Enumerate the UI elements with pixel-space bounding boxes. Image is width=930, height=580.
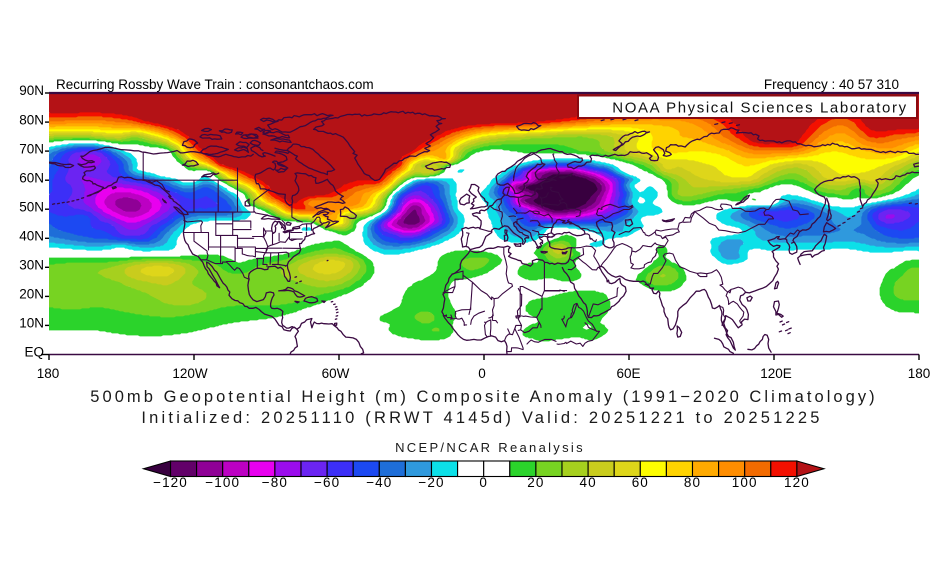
- svg-text:0: 0: [478, 366, 486, 381]
- svg-text:Initialized: 20251110 (RRWT 41: Initialized: 20251110 (RRWT 4145d) Valid…: [141, 409, 822, 427]
- svg-text:Frequency : 40 57 310: Frequency : 40 57 310: [764, 77, 899, 92]
- svg-text:80N: 80N: [19, 112, 44, 127]
- svg-text:70N: 70N: [19, 141, 44, 156]
- svg-text:Recurring Rossby Wave Train :: Recurring Rossby Wave Train : consonantc…: [56, 77, 374, 92]
- svg-text:80: 80: [684, 475, 701, 490]
- svg-text:60: 60: [632, 475, 649, 490]
- svg-text:60N: 60N: [19, 170, 44, 185]
- svg-text:−120: −120: [153, 475, 188, 490]
- svg-text:−100: −100: [205, 475, 240, 490]
- svg-text:100: 100: [732, 475, 758, 490]
- svg-text:60W: 60W: [322, 366, 350, 381]
- svg-text:180: 180: [908, 366, 930, 381]
- svg-text:40: 40: [579, 475, 596, 490]
- svg-text:120W: 120W: [172, 366, 208, 381]
- svg-text:180: 180: [37, 366, 60, 381]
- svg-text:−20: −20: [418, 475, 444, 490]
- svg-text:EQ: EQ: [24, 345, 44, 360]
- svg-text:120: 120: [784, 475, 810, 490]
- svg-text:−80: −80: [262, 475, 288, 490]
- svg-text:500mb Geopotential Height (m): 500mb Geopotential Height (m) Composite …: [90, 388, 877, 406]
- svg-text:120E: 120E: [760, 366, 792, 381]
- svg-text:40N: 40N: [19, 229, 44, 244]
- svg-text:0: 0: [479, 475, 488, 490]
- svg-text:20: 20: [527, 475, 544, 490]
- svg-text:30N: 30N: [19, 258, 44, 273]
- svg-text:−40: −40: [366, 475, 392, 490]
- svg-text:20N: 20N: [19, 287, 44, 302]
- svg-text:60E: 60E: [616, 366, 640, 381]
- svg-text:NCEP/NCAR Reanalysis: NCEP/NCAR Reanalysis: [395, 440, 585, 455]
- svg-text:10N: 10N: [19, 316, 44, 331]
- svg-text:NOAA Physical Sciences Laborat: NOAA Physical Sciences Laboratory: [612, 100, 907, 117]
- svg-text:−60: −60: [314, 475, 340, 490]
- svg-text:50N: 50N: [19, 199, 44, 214]
- svg-text:90N: 90N: [19, 83, 44, 98]
